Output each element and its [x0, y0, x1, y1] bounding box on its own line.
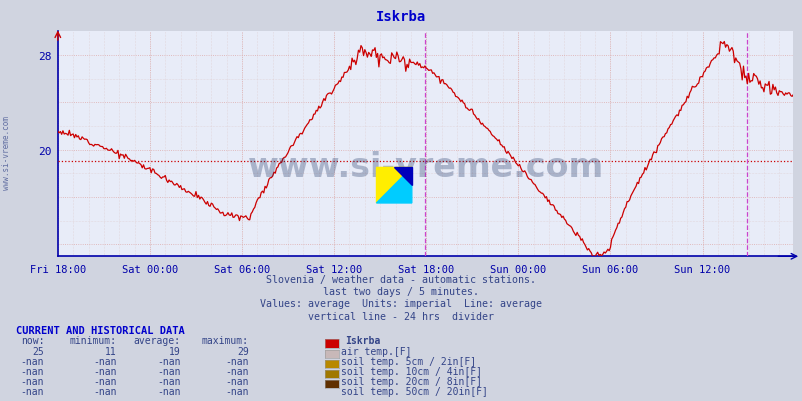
Text: soil temp. 10cm / 4in[F]: soil temp. 10cm / 4in[F]: [341, 366, 482, 376]
Text: minimum:: minimum:: [69, 336, 116, 346]
Text: -nan: -nan: [21, 376, 44, 386]
Text: www.si-vreme.com: www.si-vreme.com: [2, 115, 11, 189]
Text: Iskrba: Iskrba: [376, 10, 426, 24]
Text: -nan: -nan: [93, 386, 116, 396]
Text: 19: 19: [168, 346, 180, 356]
Text: Slovenia / weather data - automatic stations.: Slovenia / weather data - automatic stat…: [266, 275, 536, 285]
Text: 25: 25: [32, 346, 44, 356]
Text: -nan: -nan: [157, 376, 180, 386]
Text: -nan: -nan: [225, 386, 249, 396]
Text: soil temp. 50cm / 20in[F]: soil temp. 50cm / 20in[F]: [341, 386, 488, 396]
Text: -nan: -nan: [21, 356, 44, 366]
Text: -nan: -nan: [93, 366, 116, 376]
Text: -nan: -nan: [225, 366, 249, 376]
Text: -nan: -nan: [225, 356, 249, 366]
Text: maximum:: maximum:: [201, 336, 249, 346]
Text: CURRENT AND HISTORICAL DATA: CURRENT AND HISTORICAL DATA: [16, 325, 184, 335]
Text: -nan: -nan: [93, 376, 116, 386]
Polygon shape: [376, 168, 411, 203]
Text: 29: 29: [237, 346, 249, 356]
Text: -nan: -nan: [21, 366, 44, 376]
Text: now:: now:: [21, 336, 44, 346]
Text: 11: 11: [104, 346, 116, 356]
Text: -nan: -nan: [157, 386, 180, 396]
Polygon shape: [394, 168, 411, 186]
Text: -nan: -nan: [93, 356, 116, 366]
Text: -nan: -nan: [157, 366, 180, 376]
Text: -nan: -nan: [157, 356, 180, 366]
Text: -nan: -nan: [225, 376, 249, 386]
Text: -nan: -nan: [21, 386, 44, 396]
Text: average:: average:: [133, 336, 180, 346]
Text: soil temp. 5cm / 2in[F]: soil temp. 5cm / 2in[F]: [341, 356, 476, 366]
Text: air temp.[F]: air temp.[F]: [341, 346, 411, 356]
Text: vertical line - 24 hrs  divider: vertical line - 24 hrs divider: [308, 311, 494, 321]
Text: soil temp. 20cm / 8in[F]: soil temp. 20cm / 8in[F]: [341, 376, 482, 386]
Text: last two days / 5 minutes.: last two days / 5 minutes.: [323, 287, 479, 297]
Text: Iskrba: Iskrba: [345, 336, 380, 346]
Polygon shape: [376, 168, 411, 203]
Text: www.si-vreme.com: www.si-vreme.com: [247, 150, 603, 183]
Text: Values: average  Units: imperial  Line: average: Values: average Units: imperial Line: av…: [260, 299, 542, 309]
